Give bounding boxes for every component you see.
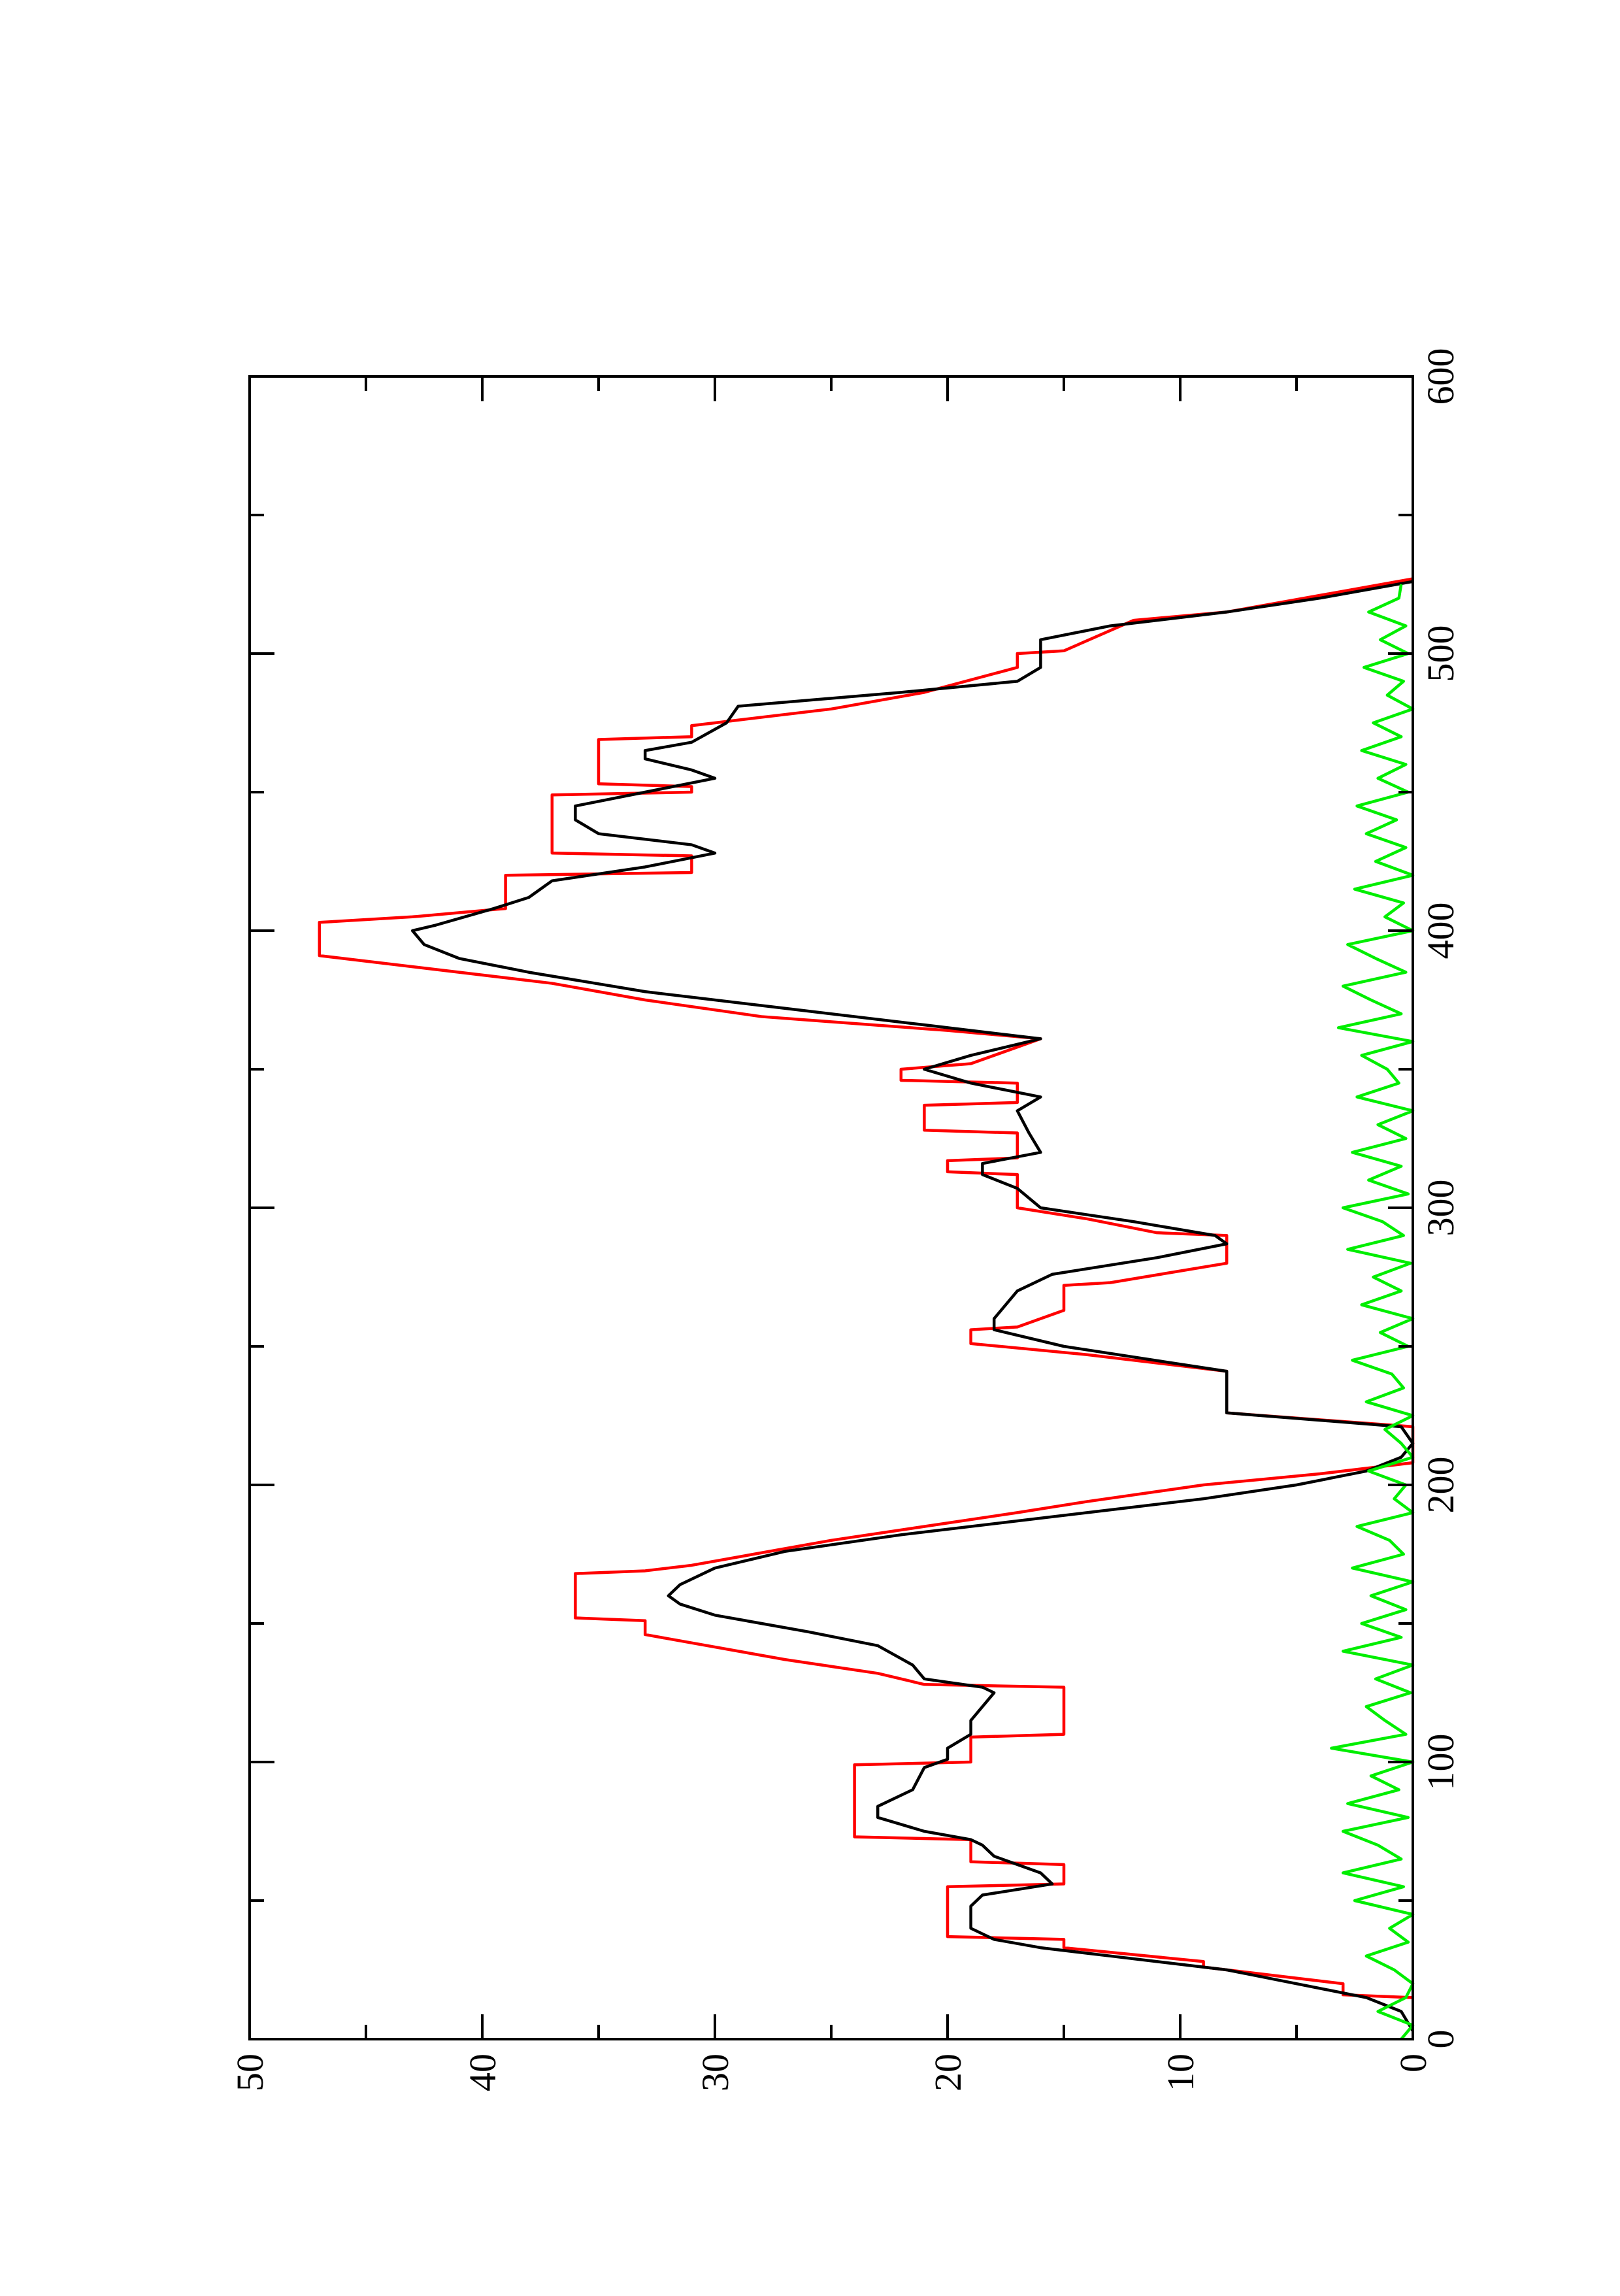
y-tick-label: 10 [1159, 2054, 1202, 2091]
plot-frame [248, 375, 1414, 2040]
plot-area: 0 100 200 300 400 500 600 0 10 20 30 40 50 [229, 348, 1462, 2092]
y-tick-label: 20 [927, 2054, 969, 2091]
x-tick-label: 300 [1419, 1180, 1462, 1237]
y-tick-label: 40 [461, 2054, 504, 2091]
x-tick-label: 500 [1419, 625, 1462, 682]
series-line [318, 577, 1415, 1999]
x-tick-label: 100 [1419, 1734, 1462, 1791]
series-line [1330, 584, 1415, 2040]
x-tick-label: 0 [1419, 2030, 1462, 2049]
y-tick-label: 50 [229, 2054, 271, 2091]
y-tick-label: 0 [1392, 2054, 1434, 2072]
x-tick-label: 400 [1419, 903, 1462, 959]
y-tick-label: 30 [694, 2054, 736, 2091]
x-tick-label: 200 [1419, 1457, 1462, 1514]
series-line [410, 580, 1415, 2032]
x-tick-label: 600 [1419, 348, 1462, 405]
